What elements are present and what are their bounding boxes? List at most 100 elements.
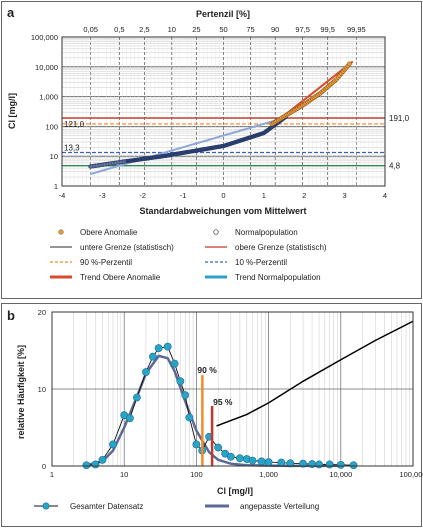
series-point-gesamter-datensatz: [192, 440, 201, 449]
legend-label: Trend Obere Anomalie: [80, 273, 161, 282]
legend-item-upper: obere Grenze (statistisch): [205, 243, 327, 252]
panel-a-label: a: [7, 5, 15, 20]
panel-a-y-ticks: 1 10 100 1,000 10,000 100,000: [31, 33, 58, 191]
series-point-gesamter-datensatz: [226, 452, 235, 461]
top-tick-label: 90: [271, 25, 279, 34]
series-point-gesamter-datensatz: [214, 443, 223, 452]
x-tick-label: 100,000: [399, 470, 423, 479]
y-tick-label: 100: [45, 122, 58, 131]
top-tick-label: 10: [168, 25, 176, 34]
panel-b-x-label: Cl [mg/l]: [217, 486, 253, 496]
x-tick-label: 1: [50, 470, 54, 479]
top-tick-label: 2,5: [139, 25, 149, 34]
panel-b-label: b: [7, 308, 15, 323]
legend-marker: [58, 229, 64, 235]
series-point-gesamter-datensatz: [349, 461, 358, 470]
legend-item-anomaly: Obere Anomalie: [58, 228, 138, 237]
series-point-gesamter-datensatz: [126, 414, 134, 423]
p10-label: 13,3: [64, 144, 80, 153]
x-tick-label: -1: [180, 191, 187, 200]
top-tick-label: 75: [246, 25, 254, 34]
series-point-gesamter-datensatz: [181, 391, 190, 400]
legend-label: 90 %-Perzentil: [80, 258, 132, 267]
anomaly-point: [347, 61, 352, 67]
x-tick-label: 1,000: [259, 470, 278, 479]
series-point-gesamter-datensatz: [336, 460, 345, 469]
y-tick-label: 1,000: [39, 93, 58, 102]
series-point-gesamter-datensatz: [315, 460, 323, 469]
x-tick-label: -3: [99, 191, 106, 200]
x-tick-label: -2: [139, 191, 146, 200]
top-tick-label: 0,05: [83, 25, 98, 34]
panel-b-ticks: 1 10 100 1,000 10,000 100,000 0 10 20: [38, 308, 423, 479]
x-tick-label: 1: [262, 191, 266, 200]
series-point-gesamter-datensatz: [133, 393, 141, 402]
series-point-gesamter-datensatz: [142, 368, 150, 376]
legend-item-angepasste-verteilung: angepasste Verteilung: [205, 502, 319, 511]
marker-label-p90: 90 %: [197, 365, 217, 375]
legend-item-trend_anomaly: Trend Obere Anomalie: [50, 273, 161, 282]
legend-marker: [213, 229, 219, 235]
panel-a-data: [88, 60, 354, 176]
panel-b-frame: [1, 303, 422, 527]
legend-item-gesamter-datensatz: Gesamter Datensatz: [34, 502, 143, 511]
series-point-gesamter-datensatz: [308, 460, 316, 468]
series-point-gesamter-datensatz: [257, 457, 266, 466]
series-point-gesamter-datensatz: [154, 344, 163, 353]
x-tick-label: 10,000: [329, 470, 352, 479]
panel-a-y-label: Cl [mg/l]: [7, 93, 17, 129]
y-tick-label: 20: [38, 308, 46, 317]
lower-limit-label: 4,8: [389, 162, 401, 171]
series-point-gesamter-datensatz: [277, 458, 286, 467]
legend-label: Normalpopulation: [235, 228, 298, 237]
legend-item-trend_normal: Trend Normalpopulation: [205, 273, 321, 282]
series-point-gesamter-datensatz: [82, 461, 91, 470]
top-tick-label: 97,5: [295, 25, 310, 34]
series-point-gesamter-datensatz: [163, 342, 172, 351]
cumulative-curve: [216, 320, 414, 427]
x-tick-label: 2: [302, 191, 306, 200]
x-tick-label: 10: [120, 470, 128, 479]
series-point-gesamter-datensatz: [109, 440, 117, 449]
top-tick-label: 0,5: [114, 25, 124, 34]
legend-marker: [42, 502, 50, 510]
panel-a-plot-frame: [61, 36, 386, 187]
panel-a-frame: [1, 1, 422, 299]
legend-item-p10: 10 %-Perzentil: [205, 258, 287, 267]
series-point-gesamter-datensatz: [91, 460, 100, 469]
panel-b-gridlines: [51, 311, 414, 467]
series-point-gesamter-datensatz: [149, 352, 157, 361]
legend-item-normal: Normalpopulation: [213, 228, 298, 237]
series-point-gesamter-datensatz: [170, 359, 179, 368]
y-tick-label: 10,000: [35, 63, 58, 72]
panel-a-top-axis-title: Pertenzil [%]: [196, 9, 250, 19]
x-tick-label: 100: [190, 470, 203, 479]
legend-item-lower: untere Grenze (statistisch): [50, 243, 174, 252]
series-point-gesamter-datensatz: [176, 377, 185, 386]
x-tick-label: 0: [221, 191, 225, 200]
y-tick-label: 1: [54, 182, 58, 191]
series-point-gesamter-datensatz: [98, 455, 107, 464]
series-line-gesamter-datensatz: [86, 346, 354, 466]
legend-label: untere Grenze (statistisch): [80, 243, 174, 252]
p90-label: 121,0: [64, 120, 85, 129]
x-tick-label: 4: [383, 191, 387, 200]
top-tick-label: 99,95: [347, 25, 366, 34]
series-point-gesamter-datensatz: [248, 456, 257, 465]
series-point-gesamter-datensatz: [235, 454, 244, 463]
y-tick-label: 0: [42, 462, 46, 471]
legend-label: 10 %-Perzentil: [235, 258, 287, 267]
y-tick-label: 100,000: [31, 33, 58, 42]
x-tick-label: 3: [343, 191, 347, 200]
panel-a-x-label: Standardabweichungen vom Mittelwert: [139, 206, 306, 216]
legend-label: obere Grenze (statistisch): [235, 243, 327, 252]
series-point-gesamter-datensatz: [185, 413, 194, 422]
panel-a-top-ticks: 0,05 0,5 2,5 10 25 50 75 90 97,5 99,5 99,95: [83, 25, 365, 34]
series-point-gesamter-datensatz: [299, 459, 307, 468]
y-tick-label: 10: [38, 385, 46, 394]
panel-b-data: 90 % 95 %: [82, 320, 414, 470]
legend-label: Gesamter Datensatz: [70, 502, 143, 511]
legend-label: angepasste Verteilung: [240, 502, 319, 511]
series-point-gesamter-datensatz: [286, 459, 295, 468]
